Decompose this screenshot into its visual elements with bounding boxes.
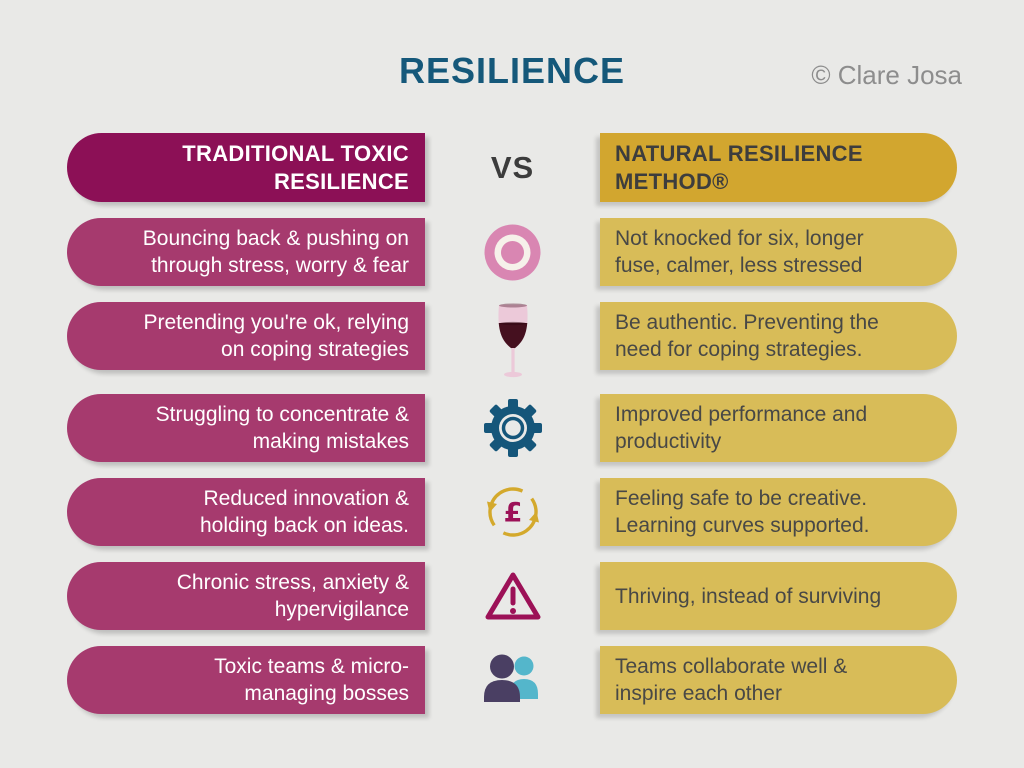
- toxic-item-text: Pretending you're ok, relying on coping …: [143, 311, 410, 361]
- money-cycle-icon: £: [484, 483, 542, 541]
- page-title: RESILIENCE: [398, 50, 626, 91]
- nrm-item-text: Be authentic. Preventing the need for co…: [615, 311, 879, 361]
- toxic-item-pill: Bouncing back & pushing on through stres…: [67, 218, 425, 286]
- toxic-item-pill: Chronic stress, anxiety & hypervigilance: [67, 562, 425, 630]
- toxic-item-text: Toxic teams & micro- managing bosses: [214, 655, 409, 705]
- vs-label: VS: [490, 149, 535, 185]
- nrm-item-text: Improved performance and productivity: [615, 403, 868, 453]
- nrm-item-text: Not knocked for six, longer fuse, calmer…: [615, 227, 864, 277]
- comparison-row: Pretending you're ok, relying on coping …: [67, 302, 957, 378]
- header-row: TRADITIONAL TOXIC RESILIENCE VS NATURAL …: [67, 133, 957, 202]
- toxic-item-pill: Struggling to concentrate & making mista…: [67, 394, 425, 462]
- toxic-column-header: TRADITIONAL TOXIC RESILIENCE: [67, 133, 425, 202]
- comparison-row: Bouncing back & pushing on through stres…: [67, 218, 957, 286]
- comparison-row: Reduced innovation & holding back on ide…: [67, 478, 957, 546]
- target-icon: [484, 224, 541, 281]
- toxic-column-header-label: TRADITIONAL TOXIC RESILIENCE: [182, 140, 409, 194]
- toxic-item-text: Struggling to concentrate & making mista…: [155, 403, 409, 453]
- toxic-item-text: Reduced innovation & holding back on ide…: [200, 487, 409, 537]
- comparison-grid: TRADITIONAL TOXIC RESILIENCE VS NATURAL …: [67, 133, 957, 714]
- toxic-item-pill: Toxic teams & micro- managing bosses: [67, 646, 425, 714]
- nrm-item-text: Teams collaborate well & inspire each ot…: [615, 655, 848, 705]
- nrm-item-pill: Not knocked for six, longer fuse, calmer…: [600, 218, 957, 286]
- nrm-item-pill: Be authentic. Preventing the need for co…: [600, 302, 957, 370]
- toxic-item-pill: Pretending you're ok, relying on coping …: [67, 302, 425, 370]
- toxic-item-pill: Reduced innovation & holding back on ide…: [67, 478, 425, 546]
- warning-triangle-icon: [484, 569, 542, 623]
- nrm-item-pill: Thriving, instead of surviving: [600, 562, 957, 630]
- copyright-credit: © Clare Josa: [811, 60, 962, 90]
- nrm-item-pill: Improved performance and productivity: [600, 394, 957, 462]
- nrm-column-header-label: NATURAL RESILIENCE METHOD®: [615, 140, 863, 194]
- people-icon: [482, 654, 544, 706]
- comparison-row: Struggling to concentrate & making mista…: [67, 394, 957, 462]
- nrm-item-pill: Feeling safe to be creative. Learning cu…: [600, 478, 957, 546]
- comparison-row: Chronic stress, anxiety & hypervigilance…: [67, 562, 957, 630]
- nrm-item-text: Feeling safe to be creative. Learning cu…: [615, 487, 870, 537]
- wine-glass-icon: [489, 302, 537, 378]
- svg-text:£: £: [503, 498, 522, 529]
- nrm-item-text: Thriving, instead of surviving: [615, 584, 882, 608]
- nrm-item-pill: Teams collaborate well & inspire each ot…: [600, 646, 957, 714]
- toxic-item-text: Bouncing back & pushing on through stres…: [142, 227, 409, 277]
- comparison-row: Toxic teams & micro- managing bosses Tea…: [67, 646, 957, 714]
- gear-icon: [483, 398, 543, 458]
- toxic-item-text: Chronic stress, anxiety & hypervigilance: [176, 571, 409, 621]
- nrm-column-header: NATURAL RESILIENCE METHOD®: [600, 133, 957, 202]
